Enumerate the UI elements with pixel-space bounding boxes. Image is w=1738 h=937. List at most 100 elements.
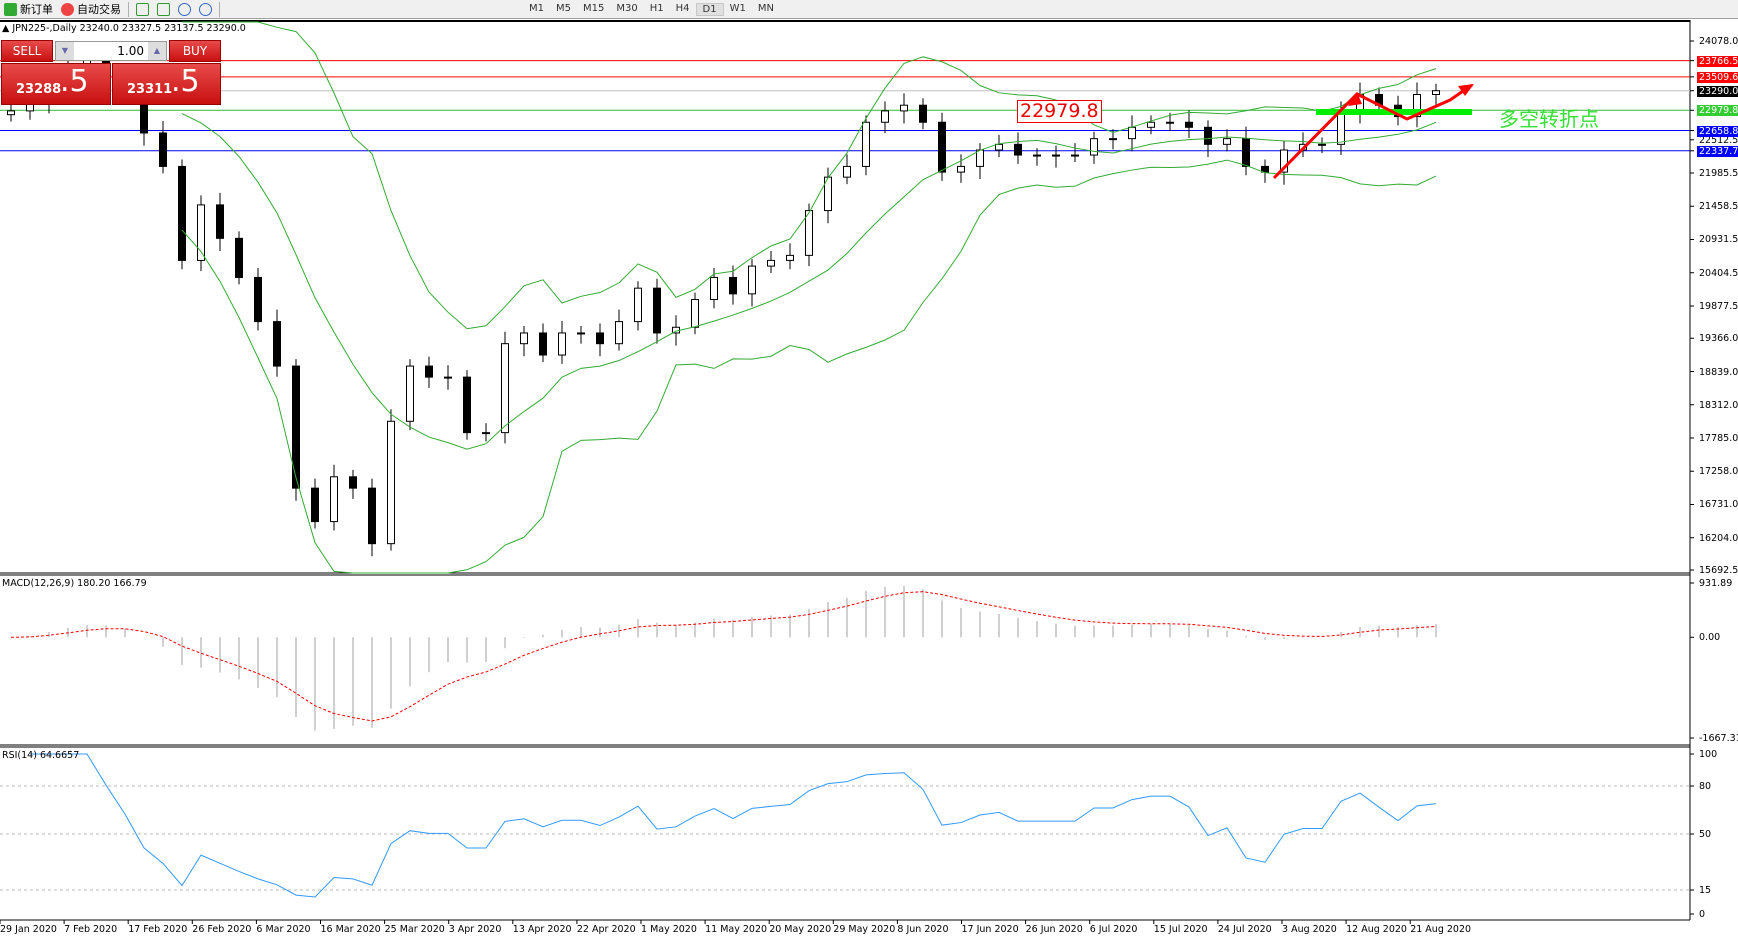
arrow-head-icon: [1458, 84, 1474, 96]
price-tick-label: 18839.0: [1699, 366, 1738, 378]
divider: [219, 1, 220, 17]
date-tick-label: 6 Jul 2020: [1089, 924, 1138, 935]
macd-axis-label: 931.89: [1699, 578, 1733, 589]
date-tick-label: 1 May 2020: [641, 924, 697, 935]
sell-price-button[interactable]: 23288 .5: [1, 63, 111, 105]
price-tick-label: 16731.0: [1699, 499, 1738, 511]
turning-point-annotation: 多空转折点: [1499, 107, 1599, 131]
candle-body: [558, 332, 566, 356]
candle-body: [368, 487, 376, 545]
arrow-head-icon: [1348, 92, 1362, 106]
macd-label: MACD(12,26,9) 180.20 166.79: [2, 578, 147, 589]
increase-lot-icon[interactable]: ▲: [148, 42, 166, 60]
lot-size-stepper[interactable]: ▼ 1.00 ▲: [55, 41, 167, 61]
candle-body: [520, 332, 528, 345]
rsi-axis-label: 80: [1699, 781, 1712, 792]
date-tick-label: 3 Apr 2020: [448, 924, 502, 935]
buy-price-button[interactable]: 23311 .5: [112, 63, 221, 105]
buy-button-label[interactable]: BUY: [169, 40, 221, 62]
timeframe-m5[interactable]: M5: [556, 2, 571, 14]
date-tick-label: 17 Jun 2020: [961, 924, 1019, 935]
level-price-label: 22658.8: [1697, 125, 1738, 137]
timeframe-m15[interactable]: M15: [583, 2, 605, 14]
timeframe-m30[interactable]: M30: [616, 2, 638, 14]
sell-button[interactable]: SELL: [1, 40, 53, 62]
candle-body: [1128, 126, 1136, 140]
candle-body: [1185, 121, 1193, 128]
date-tick-label: 20 May 2020: [769, 924, 832, 935]
candle-body: [1261, 165, 1269, 173]
rsi-axis-label: 100: [1699, 749, 1718, 760]
candle-body: [311, 487, 319, 523]
buy-price-fraction: .5: [171, 64, 200, 99]
timeframe-mn[interactable]: MN: [757, 2, 774, 14]
candle-body: [976, 149, 984, 167]
candle-body: [444, 376, 452, 379]
bollinger-middle: [181, 113, 1437, 450]
candle-body: [710, 276, 718, 301]
candle-body: [691, 299, 699, 328]
date-tick-label: 26 Jun 2020: [1025, 924, 1083, 935]
date-tick-label: 22 Apr 2020: [576, 924, 636, 935]
candle-body: [254, 276, 262, 323]
chart-window: [0, 20, 1690, 920]
candle-body: [1147, 121, 1155, 128]
timeframe-h4[interactable]: H4: [675, 2, 690, 14]
sell-price-main: 23288: [16, 82, 62, 97]
zoom-out-icon: [199, 2, 212, 16]
new-order-label: 新订单: [20, 3, 53, 16]
decrease-lot-icon[interactable]: ▼: [56, 42, 74, 60]
date-tick-label: 13 Apr 2020: [512, 924, 572, 935]
zoom-out-button[interactable]: [195, 1, 216, 18]
candle-body: [653, 287, 661, 334]
candle-body: [900, 104, 908, 112]
rsi-label: RSI(14) 64.6657: [2, 750, 80, 761]
timeframe-h1[interactable]: H1: [649, 2, 664, 14]
candle-chart-button[interactable]: [153, 1, 174, 18]
macd-axis-label: 0.00: [1699, 632, 1721, 644]
auto-trading-button[interactable]: 自动交易: [57, 1, 125, 18]
date-tick-label: 26 Feb 2020: [192, 924, 252, 935]
candle-body: [919, 104, 927, 123]
candle-body: [7, 110, 15, 116]
candle-body: [216, 204, 224, 239]
auto-trading-icon: [61, 2, 74, 16]
date-tick-label: 8 Jun 2020: [897, 924, 949, 935]
date-tick-label: 25 Mar 2020: [384, 924, 445, 935]
candle-body: [292, 365, 300, 489]
zoom-in-icon: [178, 2, 191, 16]
candle-body: [862, 121, 870, 167]
auto-trading-label: 自动交易: [77, 3, 121, 16]
price-tick-label: 17785.0: [1699, 432, 1738, 444]
candle-body: [159, 132, 167, 167]
level-annotation-box: 22979.8: [1017, 100, 1102, 123]
candle-body: [1109, 138, 1117, 141]
price-tick-label: 18312.0: [1699, 399, 1738, 411]
candle-body: [577, 332, 585, 335]
timeframe-d1[interactable]: D1: [695, 2, 724, 16]
zoom-in-button[interactable]: [174, 1, 195, 18]
rsi-line: [30, 753, 1437, 898]
macd-axis-label: -1667.31: [1699, 733, 1738, 744]
candle-body: [463, 376, 471, 434]
date-tick-label: 24 Jul 2020: [1217, 924, 1272, 935]
plus-icon: [4, 2, 17, 16]
price-tick-label: 20931.5: [1699, 234, 1738, 246]
timeframe-m1[interactable]: M1: [529, 2, 544, 14]
lot-size-value[interactable]: 1.00: [117, 44, 144, 58]
candle-body: [1071, 154, 1079, 157]
level-price-label: 23766.5: [1697, 55, 1738, 67]
level-price-label: 22337.7: [1697, 145, 1738, 157]
candle-body: [501, 343, 509, 434]
candle-body: [634, 287, 642, 323]
toolbar: 新订单 自动交易 M1 M5 M15 M30 H1 H4 D1 W1 MN: [0, 0, 1738, 19]
bar-chart-button[interactable]: [132, 1, 153, 18]
candle-body: [1204, 126, 1212, 145]
level-price-label: 22979.8: [1697, 105, 1738, 117]
new-order-button[interactable]: 新订单: [0, 1, 57, 18]
date-tick-label: 17 Feb 2020: [128, 924, 188, 935]
timeframe-w1[interactable]: W1: [729, 2, 746, 14]
level-price-label: 23290.0: [1697, 85, 1738, 97]
candle-body: [1223, 138, 1231, 145]
